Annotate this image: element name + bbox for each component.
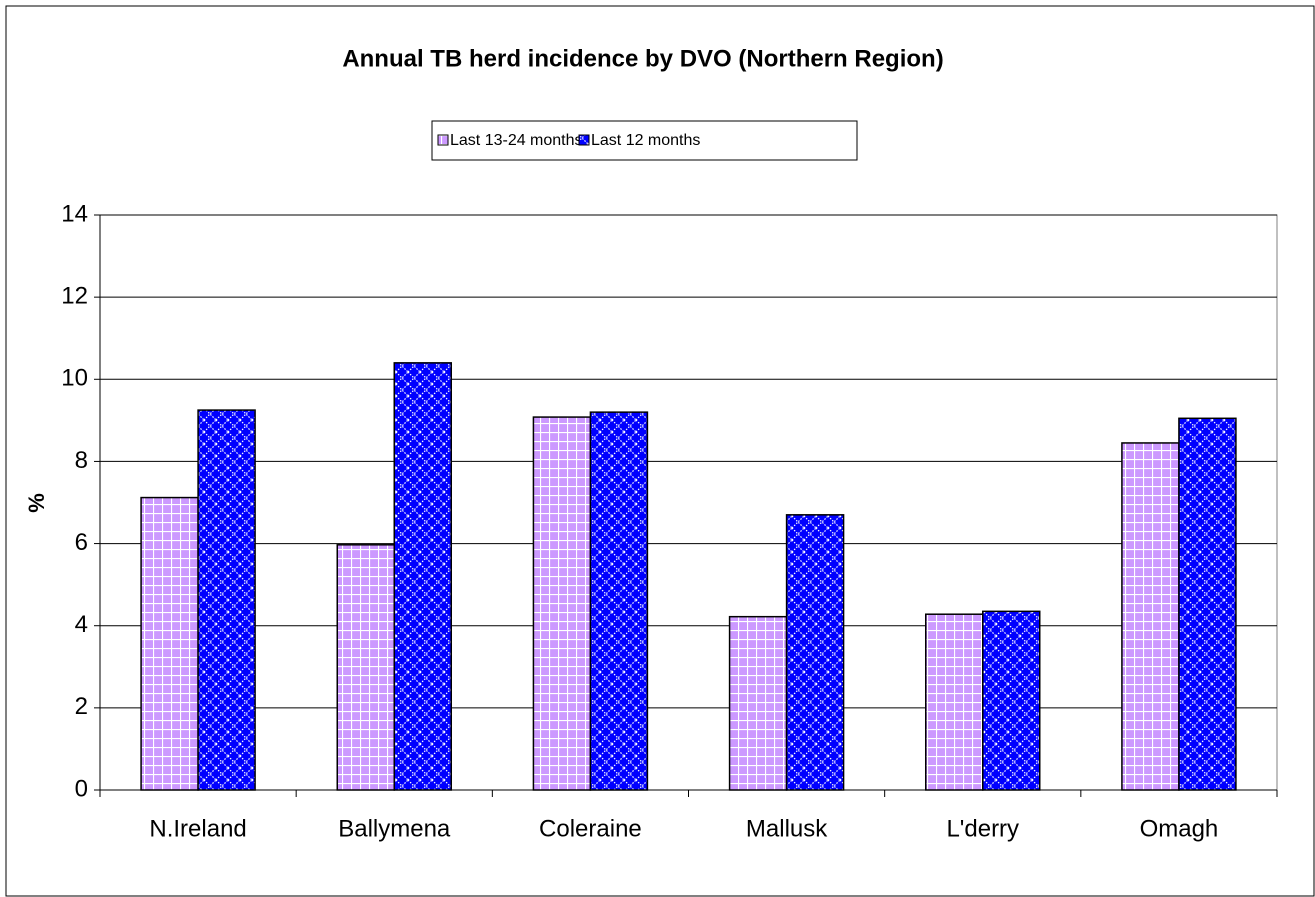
bar [982, 610, 1041, 791]
chart-title: Annual TB herd incidence by DVO (Norther… [342, 45, 943, 72]
bar [336, 544, 395, 791]
bar [1121, 442, 1180, 791]
legend-label: Last 13-24 months [450, 132, 583, 149]
y-tick-label: 10 [61, 365, 88, 392]
legend-swatch [578, 134, 590, 146]
y-tick-label: 4 [75, 611, 88, 638]
y-tick-label: 12 [61, 282, 88, 309]
bar [728, 615, 788, 791]
bar [925, 613, 984, 791]
y-tick-label: 14 [61, 200, 88, 227]
bar [197, 409, 256, 791]
legend [431, 120, 858, 161]
x-tick-label: Mallusk [746, 815, 828, 842]
bar [532, 416, 592, 791]
x-tick-label: Ballymena [338, 815, 451, 842]
plot-area [99, 214, 1278, 791]
bar [1178, 417, 1237, 791]
y-axis-label: % [24, 493, 49, 513]
x-tick-label: N.Ireland [149, 815, 246, 842]
bar [140, 496, 199, 791]
y-tick-label: 6 [75, 529, 88, 556]
bar [589, 411, 649, 791]
y-tick-label: 8 [75, 447, 88, 474]
x-tick-label: Omagh [1140, 815, 1219, 842]
bar [393, 362, 452, 791]
legend-label: Last 12 months [591, 132, 700, 149]
y-tick-label: 0 [75, 775, 88, 802]
bar [785, 514, 845, 791]
x-tick-label: L'derry [946, 815, 1019, 842]
x-tick-label: Coleraine [539, 815, 642, 842]
legend-swatch [437, 134, 449, 146]
y-tick-label: 2 [75, 693, 88, 720]
